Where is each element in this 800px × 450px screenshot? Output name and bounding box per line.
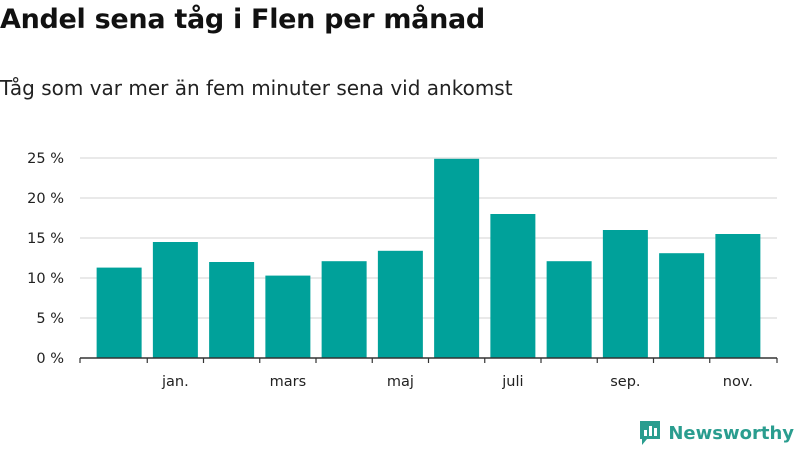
x-axis: jan. mars maj juli sep. nov.	[79, 357, 778, 390]
chart-title: Andel sena tåg i Flen per månad	[0, 4, 485, 35]
bar	[659, 253, 705, 358]
bar	[265, 275, 311, 358]
bar	[602, 230, 648, 358]
x-tick-label: nov.	[723, 374, 753, 390]
bar	[715, 234, 761, 358]
brand-name: Newsworthy	[668, 422, 794, 444]
x-tick-label: sep.	[610, 374, 640, 390]
bars	[96, 158, 761, 358]
bar	[546, 261, 592, 358]
y-tick-label: 20 %	[27, 191, 64, 207]
y-tick-label: 10 %	[27, 271, 64, 287]
x-tick-label: mars	[270, 374, 307, 390]
newsworthy-logo: Newsworthy	[638, 418, 794, 448]
y-axis-ticks: 0 % 5 % 10 % 15 % 20 % 25 %	[27, 151, 64, 367]
bar	[152, 242, 198, 358]
bar	[96, 267, 142, 358]
y-tick-label: 25 %	[27, 151, 64, 167]
bar	[209, 262, 255, 358]
y-tick-label: 15 %	[27, 231, 64, 247]
bar	[321, 261, 367, 358]
chart-subtitle: Tåg som var mer än fem minuter sena vid …	[0, 76, 513, 100]
y-tick-label: 5 %	[36, 311, 64, 327]
y-tick-label: 0 %	[36, 351, 64, 367]
bar	[434, 158, 480, 358]
newsworthy-logo-icon	[640, 421, 661, 445]
x-tick-label: jan.	[161, 374, 189, 390]
bar	[377, 250, 423, 358]
bar	[490, 214, 536, 358]
x-tick-label: maj	[387, 374, 414, 390]
x-tick-label: juli	[501, 374, 523, 390]
